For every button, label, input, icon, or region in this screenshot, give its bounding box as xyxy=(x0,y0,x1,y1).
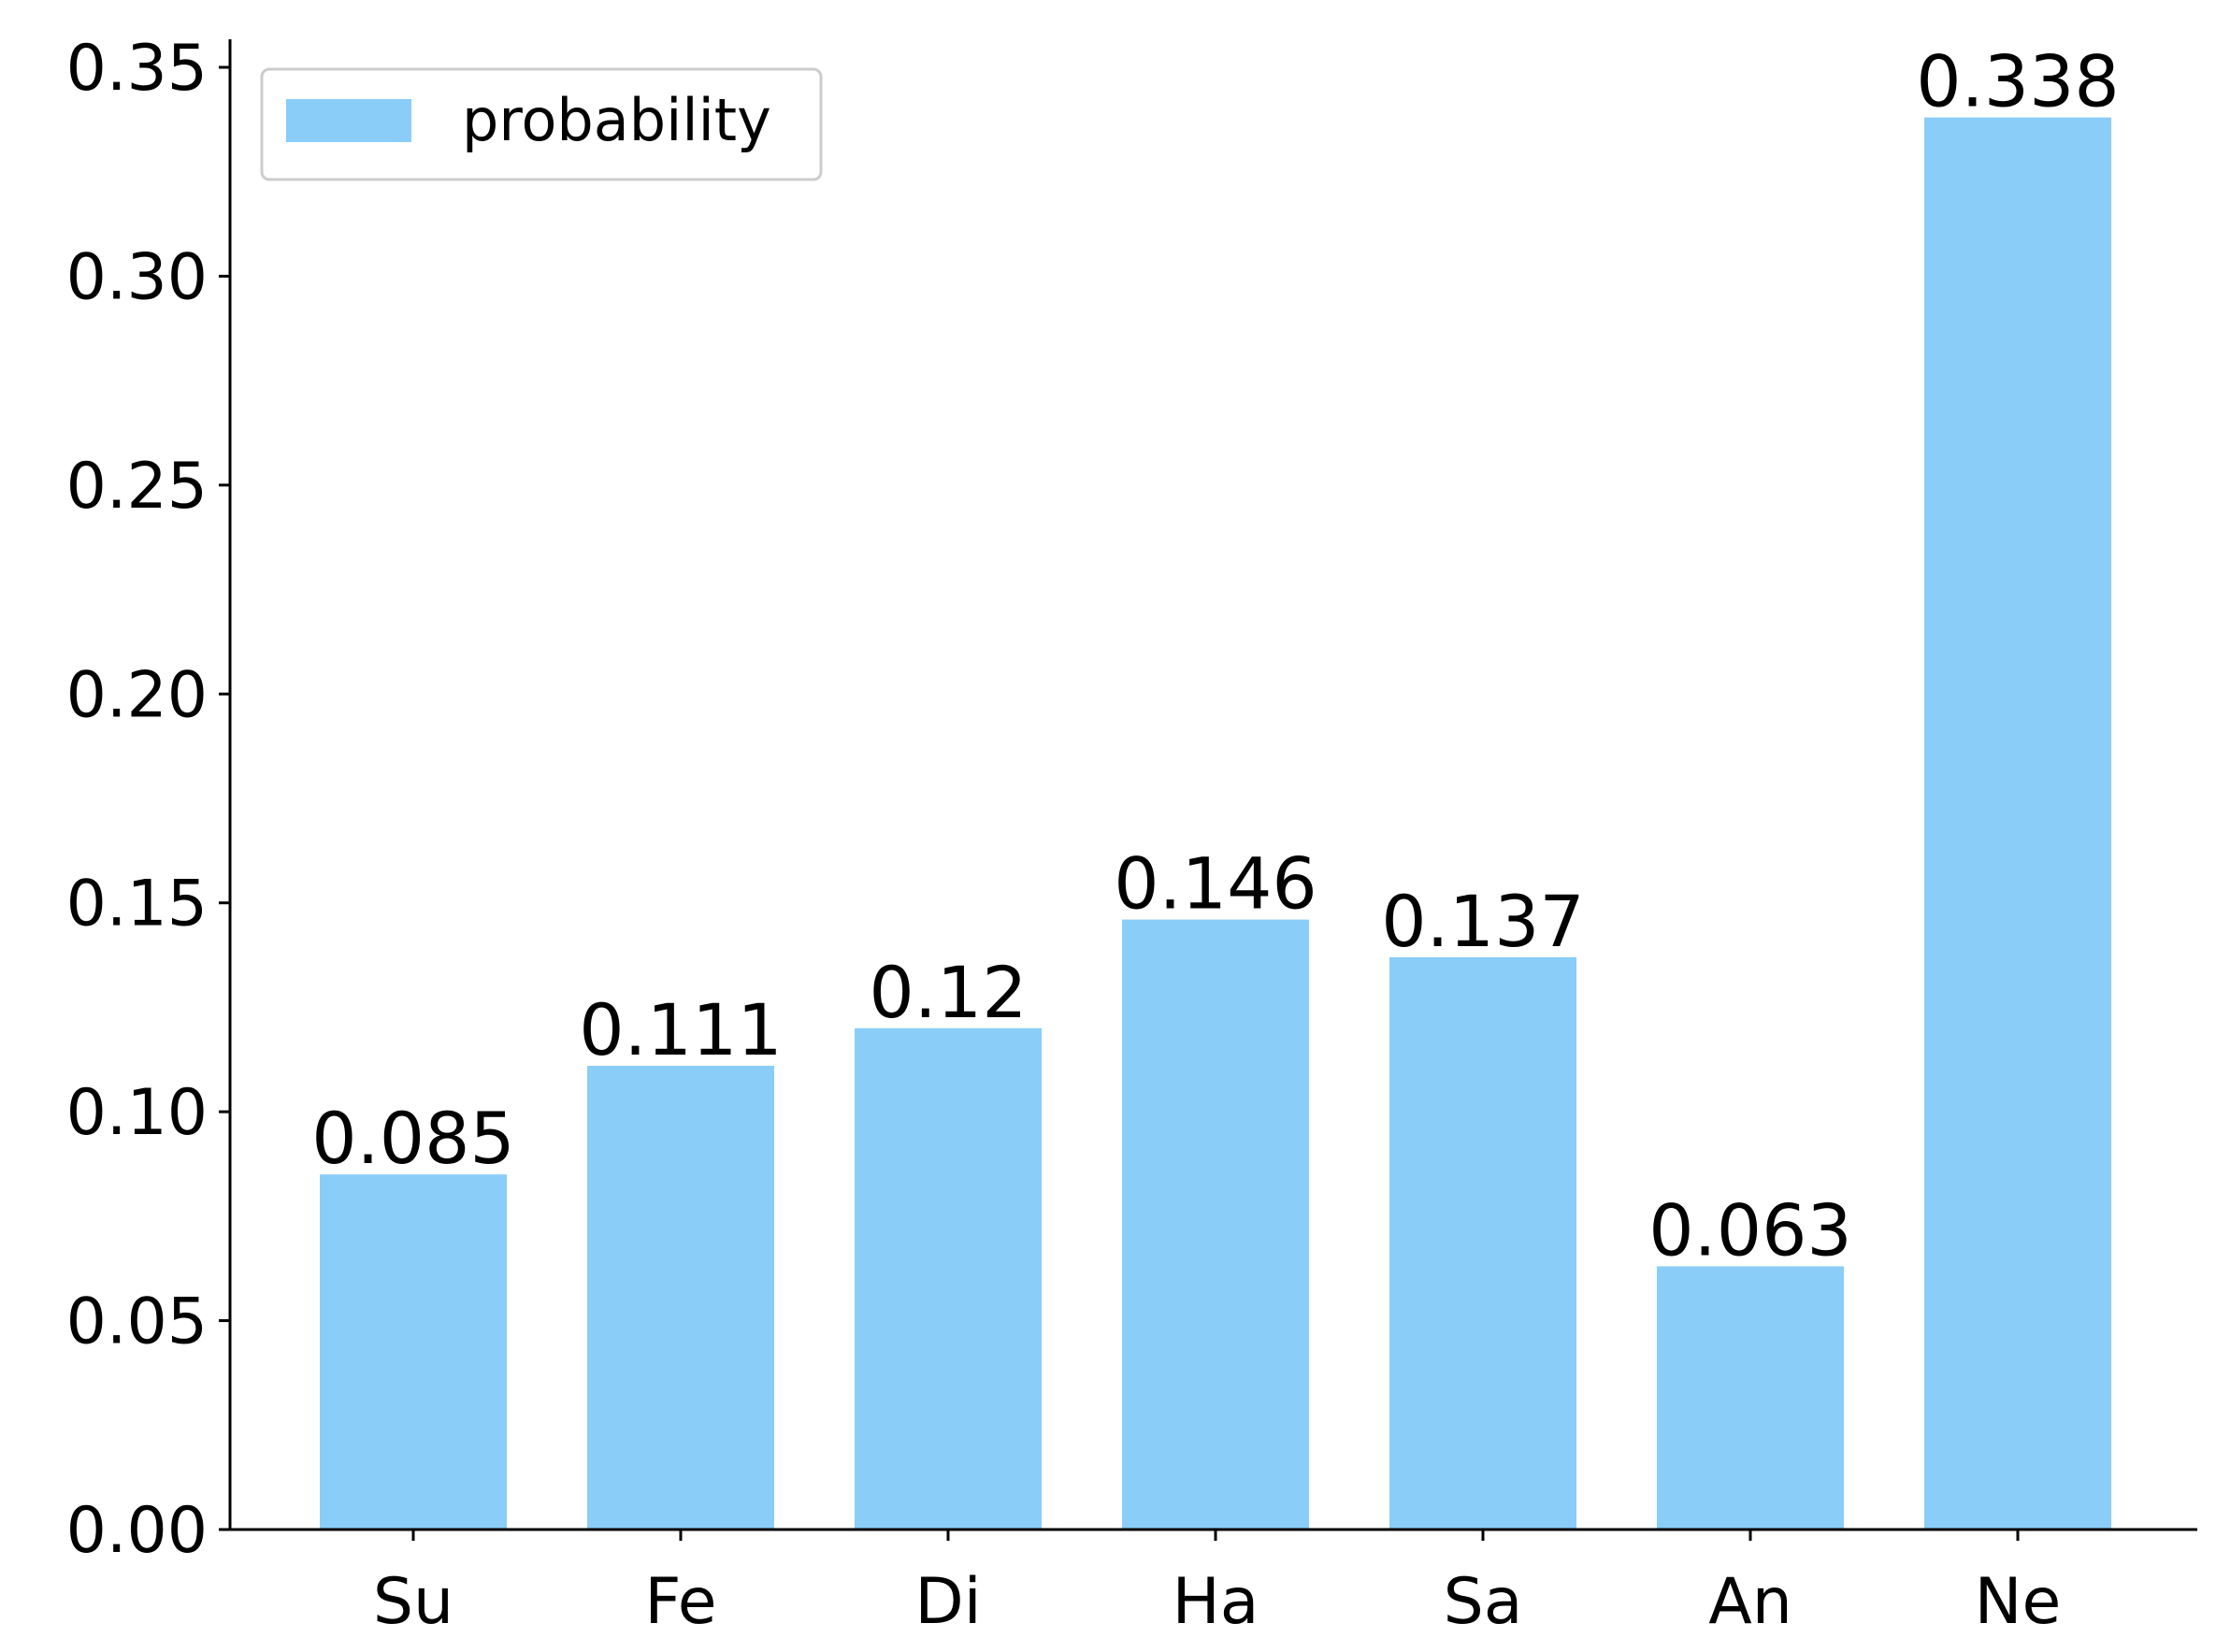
legend-swatch xyxy=(286,99,411,142)
bar-sa xyxy=(1389,956,1576,1530)
data-label-ha: 0.146 xyxy=(1114,842,1317,926)
y-tick-label: 0.35 xyxy=(66,32,208,106)
y-tick-label: 0.10 xyxy=(66,1076,208,1150)
y-tick-label: 0.20 xyxy=(66,658,208,732)
y-tick-label: 0.25 xyxy=(66,450,208,524)
x-tick-label-sa: Sa xyxy=(1444,1565,1523,1639)
data-label-ne: 0.338 xyxy=(1916,40,2120,123)
legend: probability xyxy=(260,67,823,181)
legend-label: probability xyxy=(462,86,771,154)
x-ticks-layer: Su Fe Di Ha Sa An Ne xyxy=(373,1530,2061,1639)
legend-box xyxy=(260,67,823,181)
data-label-fe: 0.111 xyxy=(579,988,783,1071)
data-label-di: 0.12 xyxy=(869,951,1027,1034)
value-labels-layer: 0.085 0.111 0.12 0.146 0.137 0.063 0.338 xyxy=(311,40,2120,1272)
bar-ne xyxy=(1924,117,2111,1530)
y-tick-label: 0.00 xyxy=(66,1494,208,1568)
bar-fe xyxy=(587,1065,774,1530)
x-tick-label-ne: Ne xyxy=(1975,1565,2062,1639)
y-tick-label: 0.05 xyxy=(66,1286,208,1359)
x-tick-label-di: Di xyxy=(914,1565,981,1639)
data-label-su: 0.085 xyxy=(311,1097,515,1180)
x-tick-label-ha: Ha xyxy=(1173,1565,1259,1639)
bar-su xyxy=(320,1174,507,1530)
axes-layer xyxy=(228,39,2197,1531)
data-label-an: 0.063 xyxy=(1648,1188,1852,1271)
bars-layer xyxy=(320,117,2111,1530)
y-tick-label: 0.30 xyxy=(66,240,208,314)
bar-di xyxy=(855,1027,1042,1530)
bar-ha xyxy=(1122,919,1309,1530)
x-tick-label-su: Su xyxy=(373,1565,453,1639)
data-label-sa: 0.137 xyxy=(1381,880,1585,963)
y-ticks-layer: 0.00 0.05 0.10 0.15 0.20 0.25 0.30 0.35 xyxy=(66,32,230,1568)
x-tick-label-an: An xyxy=(1708,1565,1792,1639)
x-tick-label-fe: Fe xyxy=(644,1565,716,1639)
bar-an xyxy=(1657,1266,1844,1530)
y-tick-label: 0.15 xyxy=(66,868,208,941)
